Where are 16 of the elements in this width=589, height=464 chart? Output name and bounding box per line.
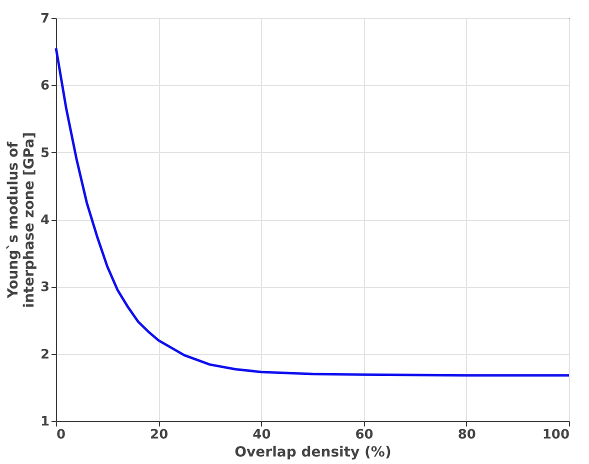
x-tick-label: 40 <box>252 428 271 442</box>
y-tick-label: 6 <box>40 78 50 94</box>
x-tick-label: 80 <box>458 428 476 442</box>
y-tick-label: 3 <box>40 280 50 296</box>
y-axis-title: Young`s modulus of interphase zone [GPa] <box>5 132 38 308</box>
x-tick-label: 0 <box>56 428 66 442</box>
y-tick-label: 2 <box>40 347 50 362</box>
x-tick-label: 60 <box>355 428 374 442</box>
y-tick-label: 4 <box>40 213 50 228</box>
line-series <box>54 46 570 377</box>
y-tick-label: 1 <box>40 414 50 430</box>
x-tick-label: 20 <box>150 428 168 442</box>
x-tick-label: 100 <box>542 428 570 442</box>
y-tick-label: 7 <box>40 12 50 26</box>
x-axis-title: Overlap density (%) <box>234 444 392 460</box>
y-tick-label: 5 <box>40 146 50 161</box>
